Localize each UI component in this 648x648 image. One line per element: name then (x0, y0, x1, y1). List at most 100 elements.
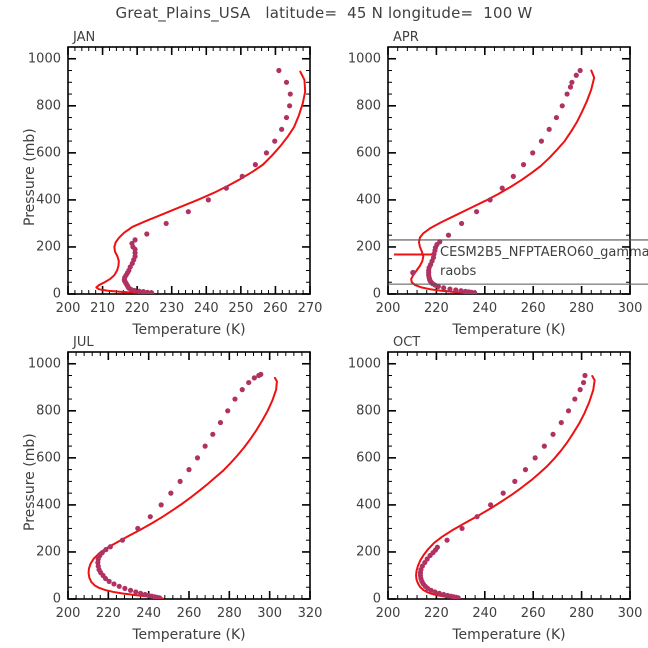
series-marker-raobs (232, 396, 238, 402)
xtick-label: 220 (124, 301, 150, 316)
xtick-label: 300 (617, 301, 643, 316)
axes-frame (67, 46, 311, 295)
series-marker-raobs (431, 251, 437, 257)
series-marker-raobs (239, 173, 245, 179)
series-marker-raobs (427, 278, 433, 284)
series-marker-raobs (432, 547, 439, 553)
series-marker-raobs (448, 593, 454, 599)
series-marker-raobs (541, 443, 547, 449)
series-marker-raobs (123, 280, 129, 287)
series-marker-raobs (119, 537, 126, 543)
xtick-label: 260 (176, 606, 202, 621)
ytick-label: 400 (36, 192, 61, 208)
series-marker-raobs (256, 372, 262, 379)
series-marker-raobs (428, 587, 434, 593)
series-line-model (87, 376, 278, 599)
ytick-label: 200 (356, 544, 381, 560)
series-marker-raobs (144, 231, 150, 237)
xtick-label: 200 (375, 301, 401, 316)
xtick-label: 200 (55, 606, 81, 621)
xtick-label: 200 (55, 301, 81, 316)
series-marker-raobs (106, 578, 112, 584)
series-marker-raobs (417, 572, 424, 579)
series-marker-raobs (420, 581, 426, 587)
xtick-label: 300 (617, 606, 643, 621)
series-marker-raobs (530, 150, 536, 156)
series-marker-raobs (429, 281, 436, 287)
xtick-label: 220 (95, 606, 121, 621)
series-marker-raobs (453, 594, 459, 599)
ytick-label: 800 (36, 98, 61, 114)
series-marker-raobs (132, 253, 138, 259)
series-marker-raobs (142, 591, 148, 598)
series-marker-raobs (122, 279, 128, 285)
ytick-label: 1000 (27, 51, 61, 67)
series-marker-raobs (418, 575, 424, 582)
series-marker-raobs (127, 587, 134, 593)
series-marker-raobs (565, 408, 572, 414)
xaxis-label: Temperature (K) (452, 322, 566, 338)
ytick-label: 600 (356, 145, 381, 161)
series-marker-raobs (559, 103, 565, 109)
ytick-label: 200 (36, 544, 61, 560)
series-marker-raobs (125, 284, 131, 290)
series-marker-raobs (522, 467, 529, 473)
series-marker-raobs (123, 272, 129, 278)
xtick-label: 200 (375, 606, 401, 621)
series-marker-raobs (132, 237, 138, 243)
series-marker-raobs (122, 274, 128, 281)
ytick-label: 1000 (27, 356, 61, 372)
series-marker-raobs (432, 589, 438, 595)
ytick-label: 1000 (347, 356, 381, 372)
series-marker-raobs (427, 262, 434, 268)
series-marker-raobs (156, 595, 163, 599)
series-marker-raobs (572, 396, 578, 402)
series-marker-raobs (140, 289, 146, 294)
figure-suptitle: Great_Plains_USA latitude= 45 N longitud… (115, 4, 533, 22)
xtick-label: 240 (472, 606, 498, 621)
series-marker-raobs (569, 79, 575, 85)
xtick-label: 280 (569, 301, 595, 316)
series-marker-raobs (135, 525, 141, 532)
series-marker-raobs (546, 126, 552, 132)
series-marker-raobs (462, 288, 469, 294)
series-marker-raobs (132, 246, 138, 252)
series-marker-raobs (436, 590, 442, 596)
series-marker-raobs (111, 581, 117, 587)
xtick-label: 230 (159, 301, 185, 316)
series-marker-raobs (95, 563, 101, 569)
series-marker-raobs (263, 150, 270, 156)
legend-label-model: CESM2B5_NFPTAERO60_gamma0 (440, 245, 648, 261)
ytick-label: 400 (356, 192, 381, 208)
series-marker-raobs (126, 267, 132, 274)
ytick-label: 200 (356, 239, 381, 255)
xtick-label: 280 (216, 606, 242, 621)
series-marker-raobs (435, 283, 441, 290)
xtick-label: 270 (297, 301, 323, 316)
ytick-label: 0 (52, 591, 61, 607)
series-marker-raobs (124, 281, 130, 288)
series-marker-raobs (283, 79, 290, 85)
series-marker-raobs (168, 490, 174, 496)
series-marker-raobs (205, 197, 211, 203)
series-marker-raobs (202, 443, 208, 449)
series-marker-raobs (122, 585, 128, 592)
series-marker-raobs (194, 455, 201, 461)
xtick-label: 220 (423, 301, 449, 316)
series-marker-raobs (550, 431, 556, 437)
series-marker-raobs (445, 232, 452, 238)
series-marker-raobs (434, 544, 440, 550)
series-marker-raobs (96, 567, 102, 573)
series-marker-raobs (426, 267, 432, 274)
series-marker-raobs (451, 594, 457, 599)
series-marker-raobs (453, 287, 459, 293)
series-marker-raobs (469, 289, 475, 294)
series-marker-raobs (147, 514, 153, 520)
xtick-label: 300 (257, 606, 283, 621)
series-marker-raobs (98, 570, 104, 576)
series-marker-raobs (223, 185, 229, 191)
series-marker-raobs (577, 67, 583, 74)
series-marker-raobs (133, 589, 139, 595)
series-marker-raobs (158, 502, 164, 508)
